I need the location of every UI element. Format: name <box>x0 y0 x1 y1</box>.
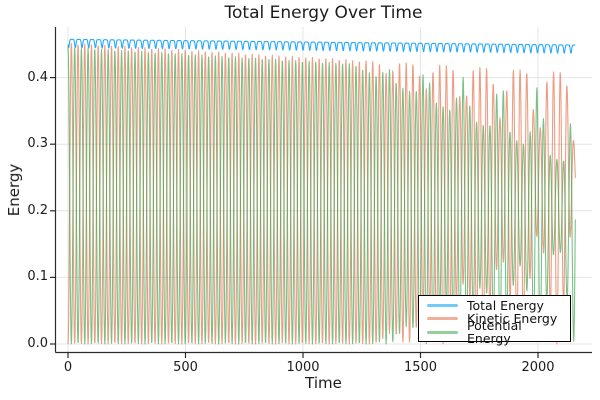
legend-label: Potential Energy <box>467 318 522 346</box>
y-tick-label: 0.3 <box>27 136 48 152</box>
legend-row-kinetic: Kinetic Energy <box>427 312 564 325</box>
legend-row-total: Total Energy <box>427 299 564 312</box>
y-tick-label: 0.4 <box>27 69 48 85</box>
legend-swatch-kinetic-energy <box>427 317 458 320</box>
y-tick-label: 0.0 <box>27 336 48 351</box>
x-tick-label: 1500 <box>403 359 438 375</box>
x-tick-label: 0 <box>63 359 73 375</box>
y-tick-label: 0.1 <box>27 269 48 285</box>
legend-label: Kinetic Energy <box>467 311 558 326</box>
legend: Total Energy Kinetic Energy Potential En… <box>418 295 571 345</box>
x-axis-label: Time <box>305 374 342 392</box>
legend-swatch-potential-energy <box>427 330 458 334</box>
legend-label: Total Energy <box>467 297 544 313</box>
x-tick-label: 1000 <box>286 359 320 375</box>
legend-swatch-total-energy <box>427 303 458 307</box>
x-tick-label: 500 <box>173 359 198 375</box>
chart-title: Total Energy Over Time <box>224 3 423 23</box>
legend-row-potential: Potential Energy <box>427 319 564 345</box>
y-tick-label: 0.2 <box>27 202 48 218</box>
x-tick-label: 2000 <box>521 359 555 375</box>
